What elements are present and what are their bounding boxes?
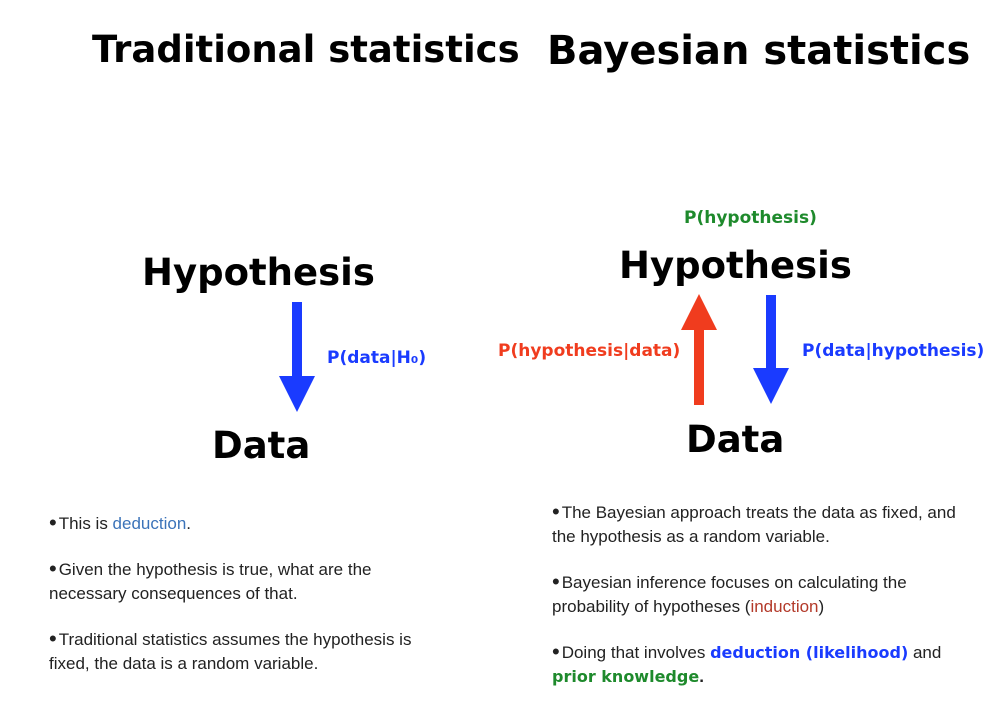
likelihood-term: deduction (likelihood) xyxy=(710,643,909,662)
deduction-term: deduction xyxy=(112,514,187,533)
prior-knowledge-term: prior knowledge xyxy=(552,667,700,686)
left-bullet-2: • Given the hypothesis is true, what are … xyxy=(49,556,372,604)
right-title: Bayesian statistics xyxy=(547,28,971,74)
likelihood-label: P(data|hypothesis) xyxy=(802,341,985,361)
left-bullet-1: • This is deduction. xyxy=(49,510,192,535)
right-bullet-3: • Doing that involves deduction (likeliho… xyxy=(552,639,942,687)
left-data: Data xyxy=(212,424,311,467)
right-bullet-list: • The Bayesian approach treats the data a… xyxy=(552,501,962,711)
right-hypothesis: Hypothesis xyxy=(619,244,852,287)
right-up-arrow xyxy=(681,294,717,405)
left-bullet-list: • This is deduction. • Given the hypothesi… xyxy=(49,512,449,698)
right-data: Data xyxy=(686,418,785,461)
prior-label: P(hypothesis) xyxy=(684,208,817,228)
posterior-label: P(hypothesis|data) xyxy=(498,341,681,361)
induction-term: induction xyxy=(750,597,819,616)
left-hypothesis: Hypothesis xyxy=(142,251,375,294)
left-title: Traditional statistics xyxy=(92,28,520,71)
right-down-arrow xyxy=(753,295,789,404)
right-bullet-1: • The Bayesian approach treats the data a… xyxy=(552,499,956,547)
left-down-arrow xyxy=(279,302,315,412)
right-bullet-2: • Bayesian inference focuses on calculati… xyxy=(552,569,907,617)
left-bullet-3: • Traditional statistics assumes the hypo… xyxy=(49,626,412,674)
left-arrow-label: P(data|H₀) xyxy=(327,348,427,368)
